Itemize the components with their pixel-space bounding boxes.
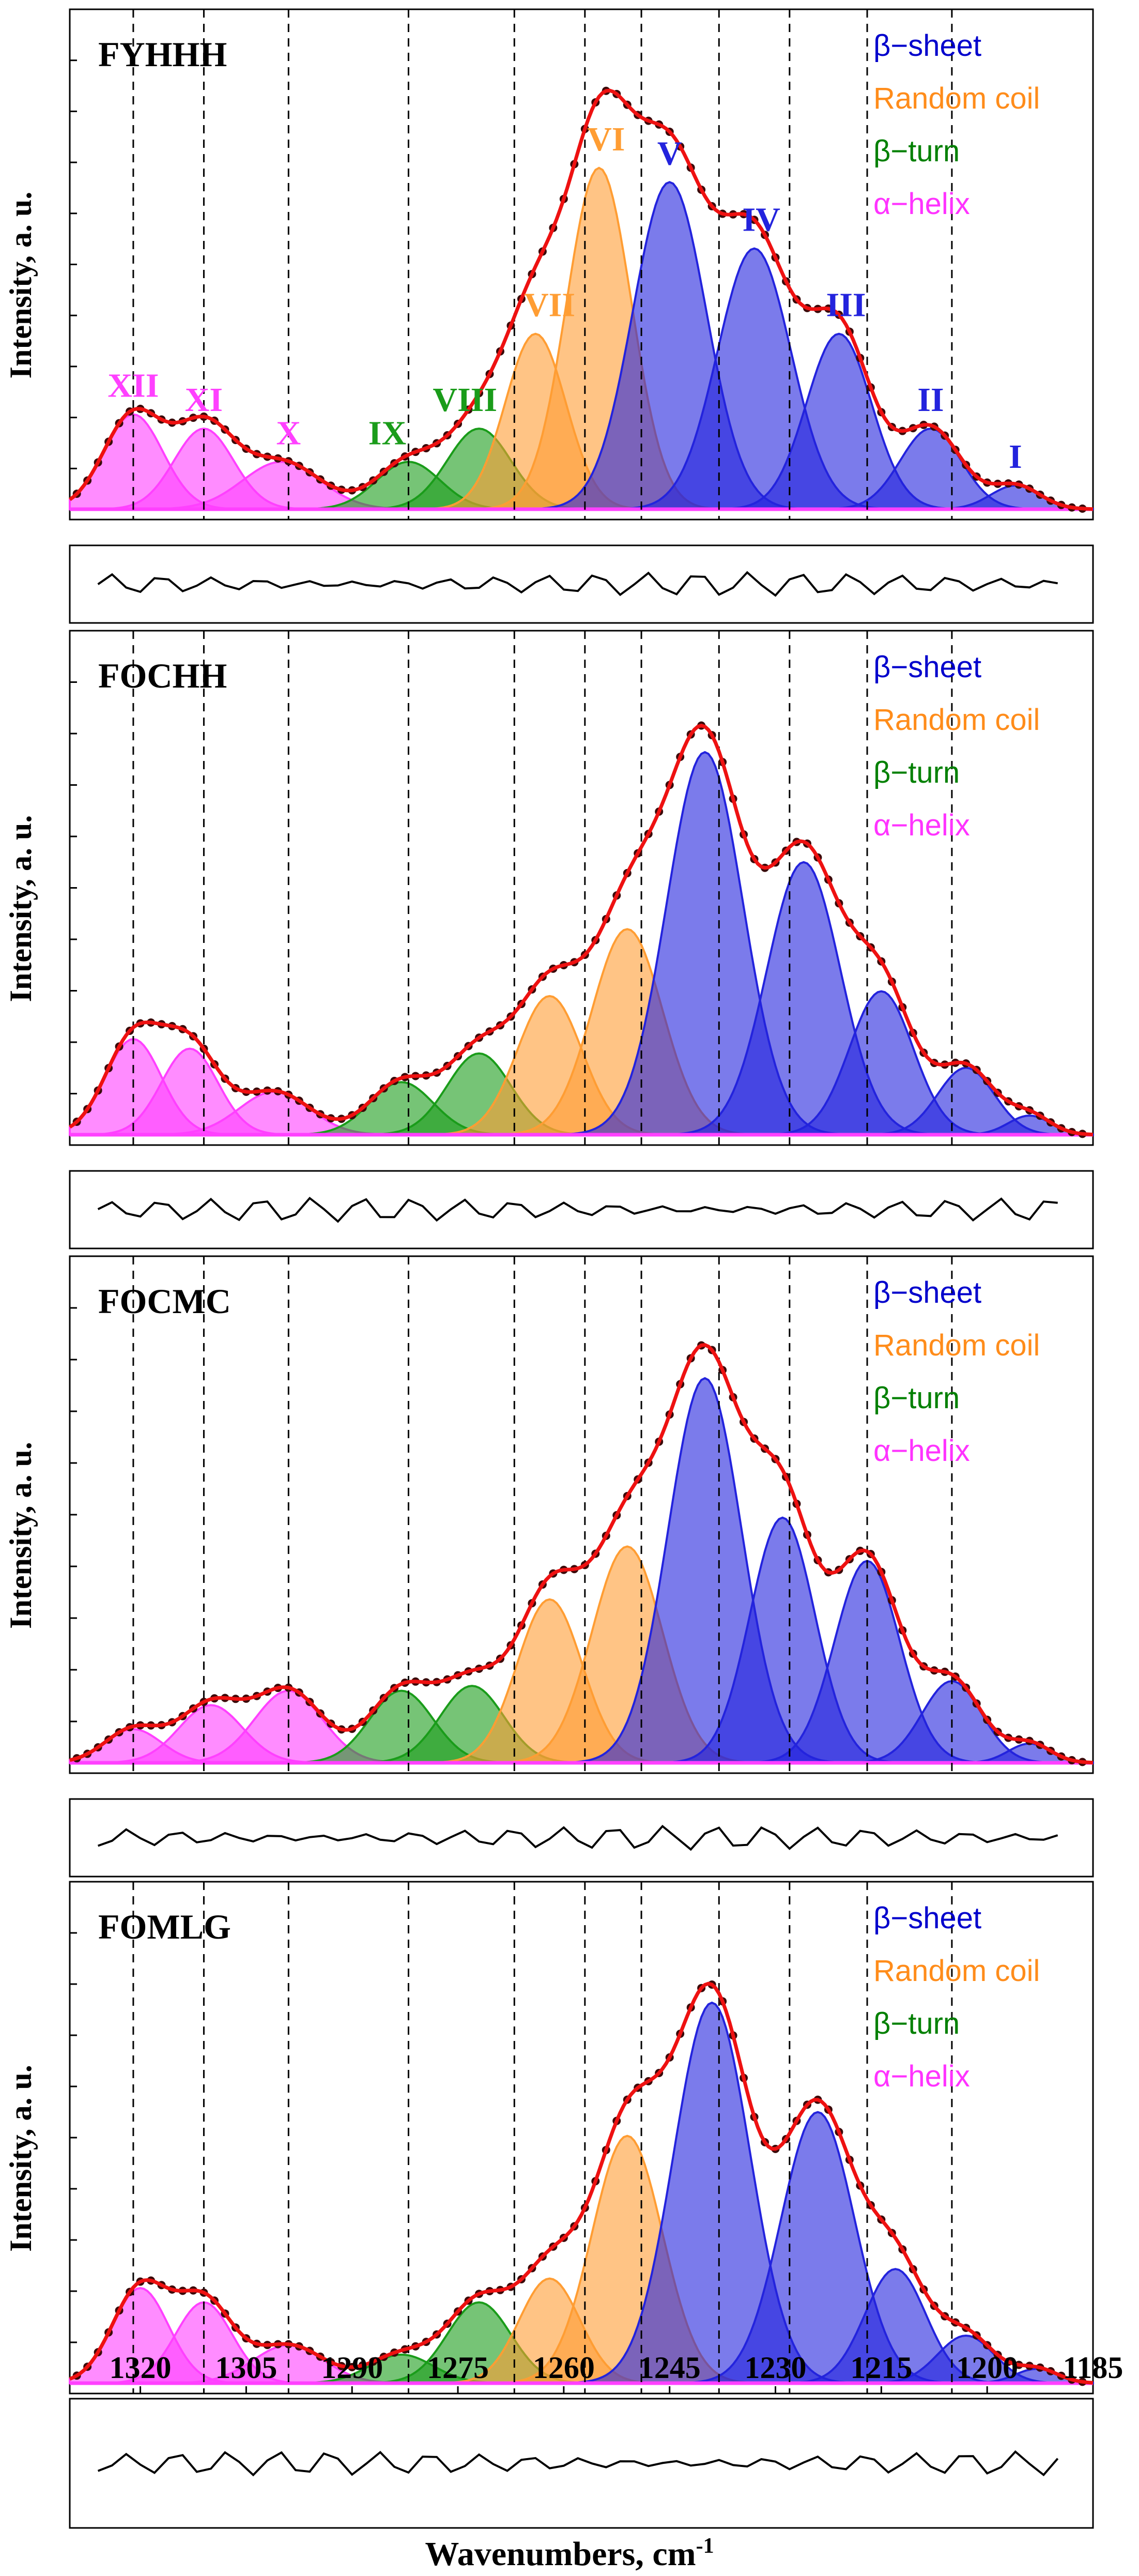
- legend-item: β−sheet: [873, 1901, 981, 1935]
- legend-item: α−helix: [873, 1434, 970, 1468]
- legend-item: Random coil: [873, 82, 1040, 115]
- fit-curve: [69, 1981, 1094, 2385]
- residual-frame: [69, 1170, 1094, 1249]
- legend-item: Random coil: [873, 1954, 1040, 1988]
- x-tick-label: 1305: [215, 2351, 277, 2385]
- panel-label: FOCHH: [98, 656, 227, 695]
- band-label: XII: [107, 367, 159, 405]
- legend-item: β−sheet: [873, 29, 981, 63]
- legend-item: Random coil: [873, 1329, 1040, 1362]
- y-axis-label: Intensity, a. u.: [4, 815, 38, 1002]
- residual-strip: [69, 1170, 1094, 1249]
- legend-item: α−helix: [873, 809, 970, 842]
- band-label: IV: [743, 201, 780, 239]
- panel-label: FOCMC: [98, 1282, 231, 1321]
- band-label: V: [657, 134, 682, 172]
- band-label: X: [276, 414, 301, 452]
- panel-label: FYHHH: [98, 35, 227, 74]
- residual-frame: [69, 1798, 1094, 1878]
- x-tick-label: 1260: [533, 2351, 595, 2385]
- panel-fomlg: FOMLG β−sheet Random coil β−turn α−helix Inte…: [4, 1881, 1094, 2529]
- residual-curve: [97, 1196, 1058, 1223]
- x-tick-label: 1290: [321, 2351, 383, 2385]
- x-tick-label: 1275: [427, 2351, 489, 2385]
- band-label: XI: [185, 381, 223, 419]
- legend-item: β−turn: [873, 756, 960, 789]
- x-tick-label: 1215: [850, 2351, 912, 2385]
- legend-item: β−sheet: [873, 650, 981, 684]
- x-tick-label: 1185: [1063, 2351, 1123, 2385]
- fit-curve: [69, 723, 1094, 1137]
- band-label: II: [917, 381, 944, 419]
- band-label: I: [1009, 438, 1022, 476]
- x-axis-ticks: 1320 1305 1290 1275 1260 1245 1230 1215 1200 1185: [110, 2351, 1123, 2394]
- band-label: IX: [368, 414, 406, 452]
- residual-curve: [97, 2450, 1059, 2477]
- legend-item: β−sheet: [873, 1276, 981, 1309]
- band-label: VIII: [433, 381, 497, 419]
- fit-curve: [68, 88, 1094, 511]
- residual-frame: [69, 544, 1094, 624]
- legend-item: β−turn: [873, 2007, 960, 2040]
- panel-fyhhh: FYHHH β−sheet Random coil β−turn α−helix Inte…: [4, 8, 1094, 624]
- legend-item: α−helix: [873, 2060, 970, 2093]
- y-axis-label: Intensity, a. u.: [4, 2065, 38, 2252]
- panel-fochh: FOCHH β−sheet Random coil β−turn α−helix Inte…: [4, 630, 1094, 1249]
- x-tick-label: 1200: [956, 2351, 1018, 2385]
- x-axis-label: Wavenumbers, cm-1: [425, 2534, 714, 2573]
- residual-curve: [97, 571, 1058, 597]
- x-tick-label: 1320: [110, 2351, 172, 2385]
- legend-item: β−turn: [873, 134, 960, 168]
- fit-curve: [69, 1343, 1094, 1765]
- x-axis-label-superscript: -1: [696, 2534, 714, 2558]
- band-label: VI: [587, 120, 625, 158]
- panel-label: FOMLG: [98, 1907, 231, 1946]
- x-tick-label: 1230: [745, 2351, 807, 2385]
- residual-frame: [69, 2398, 1094, 2529]
- legend-item: Random coil: [873, 703, 1040, 737]
- legend-item: β−turn: [873, 1381, 960, 1415]
- plot-root: FYHHH β−sheet Random coil β−turn α−helix Inte…: [4, 8, 1123, 2529]
- x-tick-label: 1245: [639, 2351, 701, 2385]
- band-label: III: [826, 286, 866, 324]
- residual-strip: [69, 2398, 1094, 2529]
- y-axis-label: Intensity, a. u.: [4, 1442, 38, 1629]
- panel-focmc: FOCMC β−sheet Random coil β−turn α−helix Inte…: [4, 1255, 1094, 1878]
- y-axis-label: Intensity, a. u.: [4, 192, 38, 379]
- band-label: VII: [524, 286, 575, 324]
- residual-curve: [97, 1824, 1058, 1851]
- legend-item: α−helix: [873, 187, 970, 221]
- residual-strip: [69, 1798, 1094, 1878]
- residual-strip: [69, 544, 1094, 624]
